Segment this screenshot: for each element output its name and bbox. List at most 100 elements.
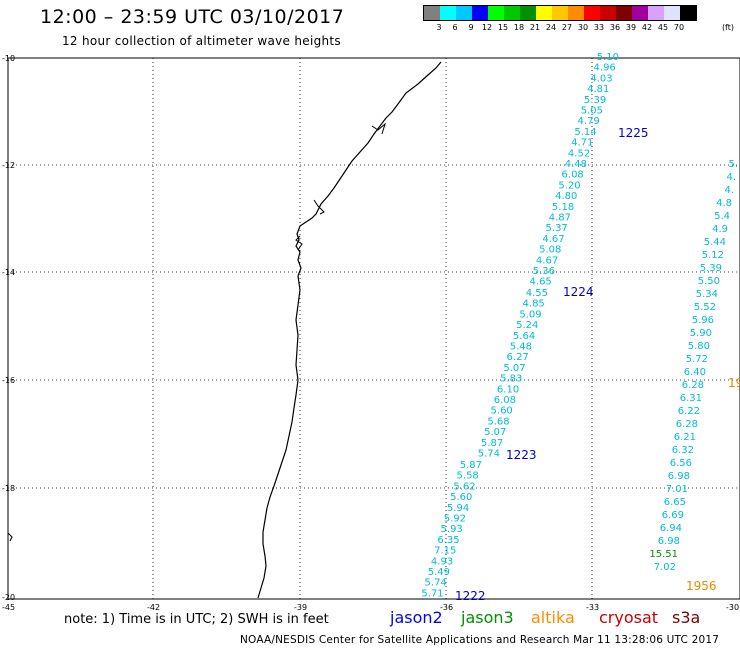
wave-height-value: 6.27 xyxy=(507,352,529,363)
wave-height-value: 4. xyxy=(726,172,736,183)
wave-height-value: 5.49 xyxy=(428,567,450,578)
wave-height-value: 5.07 xyxy=(484,427,506,438)
wave-height-value: 6.32 xyxy=(672,445,694,456)
wave-height-value: 15.51 xyxy=(649,549,678,560)
lat-label: -18 xyxy=(2,484,15,493)
color-legend: 3 6 9 12 15 18 21 24 27 30 33 36 39 42 45 70 (ft) xyxy=(423,5,734,33)
page-title: 12:00 – 23:59 UTC 03/10/2017 xyxy=(40,6,345,28)
legend-label: 30 xyxy=(577,23,589,32)
legend-swatch xyxy=(648,6,664,20)
legend-label: 24 xyxy=(545,23,557,32)
wave-height-value: 4.55 xyxy=(526,288,548,299)
island-marker xyxy=(7,532,13,542)
legend-swatch xyxy=(504,6,520,20)
legend-swatch xyxy=(616,6,632,20)
wave-height-value: 5.39 xyxy=(584,95,606,106)
wave-height-value: 4.48 xyxy=(565,159,587,170)
page-subtitle: 12 hour collection of altimeter wave hei… xyxy=(62,34,341,48)
wave-height-value: 5.87 xyxy=(481,438,503,449)
legend-swatch xyxy=(440,6,456,20)
wave-height-value: 6.94 xyxy=(660,523,682,534)
lon-label: -30 xyxy=(726,603,739,612)
lat-label: -16 xyxy=(2,376,15,385)
satellite-label-jason2: jason2 xyxy=(390,608,443,627)
wave-height-value: 5.92 xyxy=(444,514,466,525)
legend-swatch xyxy=(472,6,488,20)
wave-height-value: 6.98 xyxy=(658,536,680,547)
legend-color-scale xyxy=(423,5,697,21)
wave-height-value: 5.34 xyxy=(696,289,718,300)
wave-height-value: 4.85 xyxy=(523,299,545,310)
legend-swatch xyxy=(488,6,504,20)
wave-height-value: 5.74 xyxy=(478,449,500,460)
wave-height-value: 6.22 xyxy=(678,406,700,417)
wave-height-value: 5.60 xyxy=(450,492,472,503)
wave-height-value: 5.39 xyxy=(700,263,722,274)
wave-height-value: 5.44 xyxy=(704,237,726,248)
wave-height-value: 5.74 xyxy=(425,578,447,589)
wave-height-value: 6.08 xyxy=(494,395,516,406)
track-id-label: 1223 xyxy=(506,448,537,462)
wave-height-value: 5.94 xyxy=(447,503,469,514)
wave-height-value: 4.79 xyxy=(578,116,600,127)
wave-height-value: 4.9 xyxy=(712,224,728,235)
legend-label: 9 xyxy=(468,23,474,32)
wave-height-value: 4.96 xyxy=(594,63,616,74)
legend-label: 18 xyxy=(513,23,525,32)
wave-height-value: 4.67 xyxy=(536,255,558,266)
legend-swatch xyxy=(584,6,600,20)
wave-height-value: 5.58 xyxy=(457,471,479,482)
wave-height-value: 4.87 xyxy=(549,213,571,224)
legend-label: 70 xyxy=(673,23,685,32)
wave-height-value: 6.65 xyxy=(664,497,686,508)
lon-label: -33 xyxy=(586,603,599,612)
wave-height-value: 5.72 xyxy=(686,354,708,365)
footer-credit: NOAA/NESDIS Center for Satellite Applica… xyxy=(240,634,720,646)
wave-height-value: 5.50 xyxy=(698,276,720,287)
wave-height-value: 5.71 xyxy=(421,588,443,599)
wave-height-value: 6.98 xyxy=(668,471,690,482)
legend-swatch xyxy=(456,6,472,20)
wave-height-value: 6.08 xyxy=(562,170,584,181)
lon-label: -36 xyxy=(440,603,453,612)
track-id-label: 1225 xyxy=(618,126,649,140)
wave-height-value: 4.80 xyxy=(555,191,577,202)
lon-label: -42 xyxy=(147,603,160,612)
wave-height-value: 7.15 xyxy=(434,546,456,557)
wave-height-value: 6.10 xyxy=(497,384,519,395)
wave-height-value: 5.68 xyxy=(487,416,509,427)
wave-height-value: 7.02 xyxy=(654,562,676,573)
wave-height-value: 5.07 xyxy=(503,363,525,374)
lat-label: -10 xyxy=(2,54,15,63)
track-id-label-partial: 19 xyxy=(728,376,740,390)
wave-height-value: 7.01 xyxy=(666,484,688,495)
wave-height-value: 5.36 xyxy=(533,266,555,277)
wave-height-value: 4. xyxy=(724,185,734,196)
legend-swatch xyxy=(424,6,440,20)
lat-label: -20 xyxy=(2,593,15,602)
satellite-label-s3a: s3a xyxy=(672,608,701,627)
lon-label: -45 xyxy=(2,603,15,612)
wave-height-value: 6.28 xyxy=(682,380,704,391)
legend-swatch xyxy=(680,6,696,20)
legend-label: 36 xyxy=(609,23,621,32)
altimeter-tracks: 5.104.964.034.815.395.054.795.144.714.52… xyxy=(421,52,740,603)
wave-height-value: 5.37 xyxy=(546,223,568,234)
wave-height-value: 5.87 xyxy=(460,460,482,471)
legend-label: 39 xyxy=(625,23,637,32)
wave-height-value: 5.4 xyxy=(714,211,730,222)
legend-label: 3 xyxy=(436,23,442,32)
wave-height-value: 5. xyxy=(728,159,738,170)
wave-height-value: 5.12 xyxy=(702,250,724,261)
wave-height-value: 5.90 xyxy=(690,328,712,339)
wave-height-value: 5.18 xyxy=(552,202,574,213)
wave-height-value: 5.52 xyxy=(694,302,716,313)
legend-label: 33 xyxy=(593,23,605,32)
wave-height-value: 4.03 xyxy=(590,73,612,84)
wave-height-value: 5.05 xyxy=(581,106,603,117)
legend-swatch xyxy=(536,6,552,20)
legend-swatch xyxy=(568,6,584,20)
legend-swatch xyxy=(552,6,568,20)
satellite-label-jason3: jason3 xyxy=(461,608,514,627)
